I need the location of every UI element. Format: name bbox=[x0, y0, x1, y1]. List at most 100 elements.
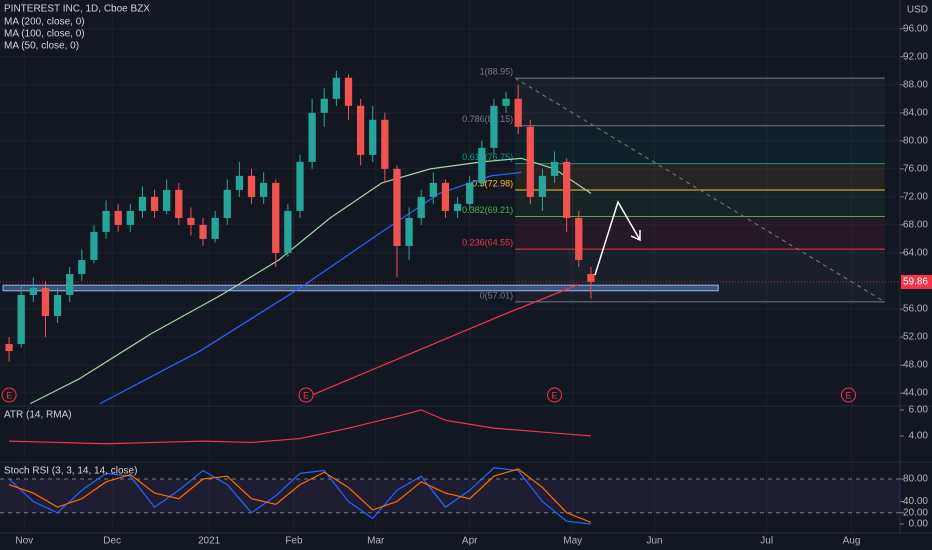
candle-body bbox=[138, 196, 147, 211]
y-tick-label: 72.00 bbox=[903, 192, 928, 203]
candle-body bbox=[41, 287, 50, 317]
fib-band bbox=[515, 125, 885, 164]
candle-body bbox=[296, 161, 304, 211]
last-price-label: 59.86 bbox=[903, 277, 928, 288]
candle-body bbox=[284, 210, 292, 253]
x-tick-label: Apr bbox=[462, 536, 478, 547]
legend-entry: MA (100, close, 0) bbox=[4, 29, 85, 40]
candle-body bbox=[247, 175, 256, 197]
indicator-line bbox=[9, 409, 591, 445]
candle-body bbox=[175, 189, 183, 218]
candle-body bbox=[29, 287, 37, 295]
fib-label: 1(88.95) bbox=[480, 67, 514, 77]
earnings-label: E bbox=[845, 390, 851, 400]
earnings-label: E bbox=[303, 390, 309, 400]
candle-body bbox=[466, 182, 474, 204]
x-tick-label: Jul bbox=[760, 536, 773, 547]
y-tick-label: 56.00 bbox=[903, 304, 928, 315]
candle-body bbox=[260, 182, 268, 197]
fib-label: 0.236(64.55) bbox=[462, 237, 513, 247]
earnings-label: E bbox=[552, 390, 558, 400]
support-zone bbox=[2, 284, 719, 292]
candle-body bbox=[320, 98, 328, 113]
candle-body bbox=[538, 175, 547, 197]
x-tick-label: Jun bbox=[646, 536, 662, 547]
candle-body bbox=[235, 175, 244, 190]
candle-body bbox=[332, 77, 340, 99]
y-tick-label: 0.00 bbox=[909, 519, 929, 530]
candle-body bbox=[53, 294, 62, 317]
candle-body bbox=[102, 210, 110, 232]
candle-body bbox=[405, 217, 413, 246]
last-price-box bbox=[901, 274, 932, 289]
earnings-marker bbox=[298, 387, 314, 403]
candle-body bbox=[17, 294, 25, 345]
fib-band bbox=[515, 249, 885, 302]
candle-body bbox=[78, 259, 86, 274]
candle-body bbox=[393, 168, 401, 246]
candle-body bbox=[575, 217, 583, 260]
candle-body bbox=[369, 119, 377, 155]
y-tick-label: 20.00 bbox=[903, 507, 928, 518]
candle-body bbox=[211, 217, 219, 239]
band-fill bbox=[0, 479, 900, 513]
fib-band bbox=[515, 78, 885, 126]
x-tick-label: Nov bbox=[15, 536, 33, 547]
candle-body bbox=[114, 210, 122, 225]
candle-body bbox=[381, 119, 389, 169]
y-tick-label: 92.00 bbox=[903, 51, 928, 62]
earnings-marker bbox=[547, 387, 563, 403]
y-tick-label: 48.00 bbox=[903, 360, 928, 371]
symbol-title: PINTEREST INC, 1D, Cboe BZX bbox=[4, 4, 150, 15]
y-tick-label: 40.00 bbox=[903, 496, 928, 507]
candle-body bbox=[5, 344, 13, 352]
earnings-marker bbox=[1, 387, 17, 403]
y-tick-label: 84.00 bbox=[903, 107, 928, 118]
candle-body bbox=[526, 126, 534, 197]
x-tick-label: Mar bbox=[367, 536, 385, 547]
candle-body bbox=[356, 105, 365, 155]
candle-body bbox=[308, 112, 316, 162]
candle-body bbox=[66, 273, 74, 295]
fib-label: 0.618(76.75) bbox=[462, 152, 513, 162]
candle-body bbox=[223, 189, 231, 218]
indicator-line bbox=[8, 467, 591, 525]
fib-label: 0.5(72.98) bbox=[472, 178, 513, 188]
candle-body bbox=[478, 147, 486, 183]
legend-entry: MA (200, close, 0) bbox=[4, 17, 85, 28]
y-tick-label: 52.00 bbox=[903, 332, 928, 343]
candle-body bbox=[344, 77, 353, 106]
moving-average bbox=[99, 171, 522, 405]
fib-band bbox=[515, 163, 885, 191]
candle-body bbox=[490, 105, 498, 148]
fib-label: 0.382(69.21) bbox=[462, 205, 513, 215]
fib-label: 0.786(82.15) bbox=[462, 114, 513, 124]
y-tick-label: 76.00 bbox=[903, 164, 928, 175]
x-tick-label: 2021 bbox=[198, 536, 221, 547]
candle-body bbox=[272, 182, 280, 253]
candle-body bbox=[187, 217, 195, 225]
candle-body bbox=[163, 189, 171, 211]
x-tick-label: Feb bbox=[285, 536, 303, 547]
fib-band bbox=[515, 216, 885, 250]
indicator-title: ATR (14, RMA) bbox=[4, 410, 72, 421]
candle-body bbox=[502, 98, 510, 106]
y-tick-label: 96.00 bbox=[903, 23, 928, 34]
legend-entry: MA (50, close, 0) bbox=[4, 41, 79, 52]
candle-body bbox=[199, 224, 207, 239]
candle-body bbox=[126, 210, 134, 225]
candle-body bbox=[563, 161, 571, 218]
y-tick-label: 88.00 bbox=[903, 79, 928, 90]
indicator-title: Stoch RSI (3, 3, 14, 14, close) bbox=[4, 466, 137, 477]
candle-body bbox=[90, 231, 98, 260]
candle-body bbox=[150, 196, 159, 211]
x-tick-label: Dec bbox=[103, 536, 121, 547]
fib-label: 0(57.01) bbox=[480, 290, 514, 300]
y-tick-label: 80.00 bbox=[903, 135, 928, 146]
earnings-marker bbox=[840, 387, 856, 403]
x-tick-label: May bbox=[563, 536, 582, 547]
candle-body bbox=[514, 98, 522, 127]
